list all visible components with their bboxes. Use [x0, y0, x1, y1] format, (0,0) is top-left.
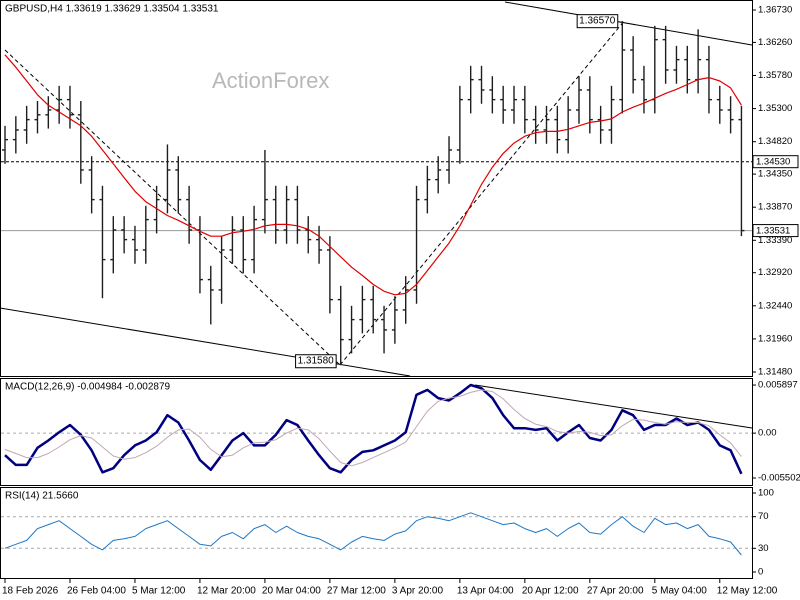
y-tick-label: 1.35300: [758, 103, 792, 114]
y-tick-label: 100: [758, 488, 774, 499]
panel-title: MACD(12,26,9) -0.004984 -0.002879: [5, 382, 171, 393]
y-tick-label: 1.31480: [758, 367, 792, 378]
y-tick-label: 0: [758, 567, 763, 578]
x-tick-label: 26 Feb 04:00: [67, 586, 126, 597]
panel-title: GBPUSD,H4 1.33619 1.33629 1.33504 1.3353…: [5, 4, 219, 15]
panel-title: RSI(14) 21.5660: [5, 491, 79, 502]
y-tick-label: 0.00: [758, 428, 777, 439]
annotation-box: [295, 354, 337, 369]
x-tick-label: 5 Mar 12:00: [132, 586, 186, 597]
y-tick-label: 1.33390: [758, 235, 792, 246]
price-tag-label: 1.33531: [756, 226, 790, 237]
x-tick-label: 20 Apr 12:00: [522, 586, 579, 597]
indicator-line: [4, 383, 743, 475]
annotation-label: 1.31580: [298, 356, 335, 367]
price-panel: [0, 0, 753, 377]
y-tick-label: 1.35780: [758, 70, 792, 81]
y-tick-label: 1.36260: [758, 37, 792, 48]
y-tick-label: 1.34350: [758, 169, 792, 180]
macd-panel: [0, 378, 753, 486]
x-tick-label: 27 Mar 12:00: [327, 586, 386, 597]
y-tick-label: 1.36730: [758, 5, 792, 16]
y-tick-label: 30: [758, 543, 769, 554]
x-tick-label: 27 Apr 20:00: [587, 586, 644, 597]
price-tag-label: 1.34530: [756, 157, 790, 168]
y-tick-label: 1.32440: [758, 300, 792, 311]
indicator-line: [4, 389, 742, 467]
fib-line: [4, 49, 341, 366]
y-tick-label: -0.005502: [758, 473, 800, 484]
fib-line: [339, 19, 626, 366]
x-tick-label: 12 Mar 20:00: [197, 586, 256, 597]
x-tick-label: 18 Feb 2026: [2, 586, 59, 597]
watermark: ActionForex: [212, 68, 329, 93]
x-tick-label: 12 May 12:00: [717, 586, 778, 597]
trend-line: [474, 384, 753, 429]
y-tick-label: 0.005897: [758, 380, 798, 391]
x-tick-label: 13 Apr 04:00: [457, 586, 514, 597]
trend-line: [504, 1, 753, 46]
indicator-line: [4, 512, 742, 556]
y-tick-label: 70: [758, 511, 769, 522]
annotation-box: [576, 14, 619, 29]
annotation-label: 1.36570: [579, 16, 616, 27]
y-tick-label: 1.34820: [758, 136, 792, 147]
y-tick-label: 1.33870: [758, 202, 792, 213]
moving-average: [4, 54, 742, 296]
x-tick-label: 5 May 04:00: [652, 586, 707, 597]
price-tag: [752, 155, 799, 169]
rsi-panel: [0, 487, 753, 579]
x-tick-label: 3 Apr 20:00: [392, 586, 444, 597]
y-tick-label: 1.32920: [758, 267, 792, 278]
y-tick-label: 1.31960: [758, 333, 792, 344]
x-tick-label: 20 Mar 04:00: [262, 586, 321, 597]
price-tag: [752, 224, 799, 238]
trend-line: [0, 307, 411, 377]
